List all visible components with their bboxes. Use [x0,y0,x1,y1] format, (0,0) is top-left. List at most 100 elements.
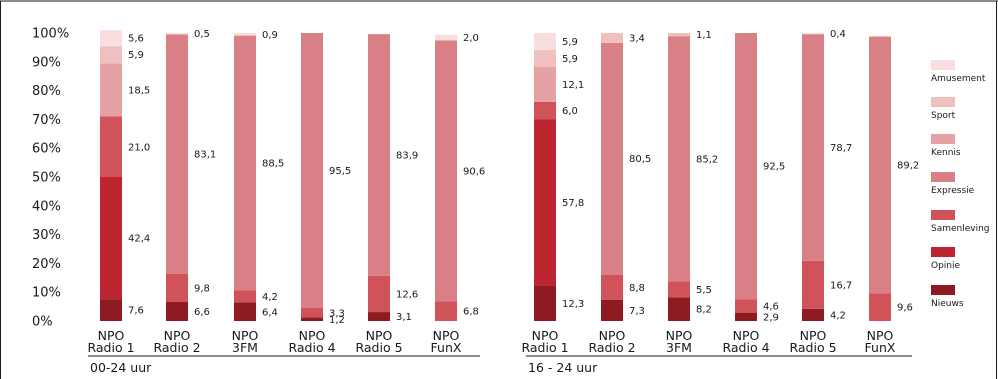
category-label: NPO [433,328,460,343]
group-label: 16 - 24 uur [528,360,598,375]
data-label: 4,2 [262,292,278,303]
category-label: NPO [599,328,626,343]
bar-segment [368,312,390,321]
bar-segment [534,285,556,321]
bar-segment [100,116,122,177]
legend-label: Expressie [931,186,975,196]
bar-segment [601,274,623,300]
legend-swatch [931,60,955,70]
legend-swatch [931,210,955,220]
bar-segment [166,301,188,321]
category-label: Radio 1 [521,340,568,355]
data-label: 0,4 [830,29,846,40]
bar-segment [601,299,623,321]
category-label: NPO [232,328,259,343]
bar-segment [100,177,122,300]
legend-label: Amusement [931,74,986,84]
data-label: 1,2 [329,315,345,326]
category-label: Radio 5 [789,340,836,355]
data-label: 85,2 [696,154,718,165]
data-label: 57,8 [562,198,584,209]
data-label: 6,8 [463,307,479,318]
bar-segment [534,119,556,286]
data-label: 12,1 [562,80,584,91]
data-label: 3,3 [329,308,345,319]
bar-segment [234,290,256,303]
category-label: NPO [366,328,393,343]
legend-swatch [931,134,955,144]
bar-segment [534,33,556,50]
bar-segment [301,33,323,309]
data-label: 5,9 [128,50,144,61]
category-label: FunX [431,340,462,355]
bar-segment [802,34,824,261]
legend-swatch [931,172,955,182]
category-label: NPO [164,328,191,343]
bar-segment [735,299,757,313]
data-label: 4,6 [763,302,779,313]
y-tick-label: 20% [32,257,61,272]
legend-label: Samenleving [931,224,990,234]
bar-segment [100,30,122,47]
data-label: 1,1 [696,30,712,41]
data-label: 6,0 [562,106,578,117]
data-label: 18,5 [128,85,150,96]
legend-swatch [931,285,955,295]
data-label: 78,7 [830,143,852,154]
data-label: 80,5 [629,154,651,165]
bar-segment [368,275,390,313]
bar-segment [668,36,690,282]
data-label: 90,6 [463,166,485,177]
bar-segment [869,293,891,321]
legend-swatch [931,97,955,107]
bar-segment [802,260,824,309]
category-label: Radio 4 [288,340,335,355]
bar-segment [802,33,824,35]
category-label: Radio 2 [588,340,635,355]
y-tick-label: 70% [32,113,61,128]
data-label: 12,6 [396,289,418,300]
category-label: 3FM [232,340,258,355]
category-label: Radio 2 [153,340,200,355]
bar-segment [735,33,757,300]
legend-label: Nieuws [931,299,964,309]
bar-segment [166,34,188,274]
data-label: 83,1 [194,150,216,161]
data-label: 83,9 [396,150,418,161]
data-label: 7,6 [128,306,144,317]
y-tick-label: 50% [32,171,61,186]
data-label: 9,8 [194,283,210,294]
data-label: 88,5 [262,159,284,170]
bar-segment [100,63,122,117]
y-tick-label: 60% [32,142,61,157]
category-label: NPO [666,328,693,343]
y-tick-label: 0% [32,315,53,330]
data-label: 9,6 [897,303,913,314]
data-label: 3,1 [396,312,412,323]
category-label: NPO [98,328,125,343]
category-label: NPO [532,328,559,343]
legend-label: Opinie [931,261,961,271]
category-label: Radio 4 [722,340,769,355]
data-label: 8,8 [629,283,645,294]
group-label: 00-24 uur [90,360,152,375]
category-label: Radio 1 [87,340,134,355]
data-label: 6,4 [262,307,278,318]
data-label: 12,3 [562,299,584,310]
bar-segment [534,66,556,102]
bar-segment [534,49,556,67]
data-label: 0,5 [194,29,210,40]
bar-segment [301,308,323,318]
bar-segment [368,34,390,276]
bar-segment [601,33,623,43]
bar-segment [166,33,188,35]
data-label: 21,0 [128,142,150,153]
bar-segment [435,34,457,41]
data-label: 2,0 [463,33,479,44]
y-tick-label: 30% [32,228,61,243]
legend-label: Sport [931,111,956,121]
data-label: 16,7 [830,280,852,291]
category-label: NPO [867,328,894,343]
y-tick-label: 80% [32,84,61,99]
